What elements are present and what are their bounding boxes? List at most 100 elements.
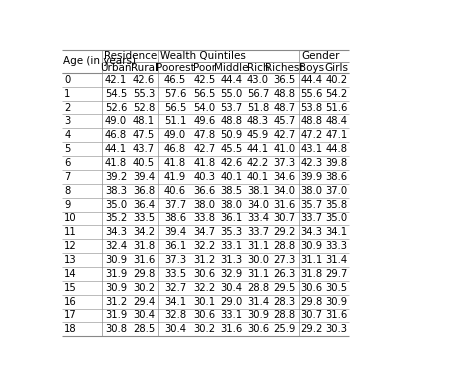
Text: Residence: Residence: [104, 51, 158, 61]
Text: 34.0: 34.0: [273, 186, 295, 196]
Text: 44.4: 44.4: [220, 75, 243, 85]
Text: 36.5: 36.5: [273, 75, 296, 85]
Text: 42.3: 42.3: [300, 158, 322, 168]
Text: 31.2: 31.2: [105, 296, 127, 307]
Text: 33.8: 33.8: [194, 213, 215, 223]
Text: 47.2: 47.2: [300, 130, 322, 140]
Text: 8: 8: [64, 186, 70, 196]
Text: 36.1: 36.1: [164, 241, 186, 251]
Text: 36.1: 36.1: [220, 213, 243, 223]
Text: 29.8: 29.8: [300, 296, 322, 307]
Text: 43.0: 43.0: [247, 75, 269, 85]
Text: 30.0: 30.0: [247, 255, 269, 265]
Text: 25.9: 25.9: [273, 324, 296, 334]
Text: 13: 13: [64, 255, 77, 265]
Text: 44.1: 44.1: [247, 144, 269, 154]
Text: 38.5: 38.5: [220, 186, 243, 196]
Text: 30.2: 30.2: [193, 324, 216, 334]
Text: 38.0: 38.0: [300, 186, 322, 196]
Text: 54.5: 54.5: [105, 89, 127, 99]
Text: 31.1: 31.1: [300, 255, 322, 265]
Text: 33.4: 33.4: [247, 213, 269, 223]
Text: 34.1: 34.1: [325, 227, 347, 237]
Text: Girls: Girls: [324, 62, 348, 72]
Text: 38.1: 38.1: [247, 186, 269, 196]
Text: 51.6: 51.6: [325, 103, 347, 113]
Text: 38.0: 38.0: [220, 200, 243, 210]
Text: 49.0: 49.0: [105, 116, 127, 126]
Text: 41.0: 41.0: [273, 144, 295, 154]
Text: Middle: Middle: [214, 62, 249, 72]
Text: 54.2: 54.2: [325, 89, 347, 99]
Text: 35.7: 35.7: [300, 200, 322, 210]
Text: 33.1: 33.1: [220, 241, 243, 251]
Text: Poor: Poor: [193, 62, 216, 72]
Text: Richest: Richest: [265, 62, 304, 72]
Text: 5: 5: [64, 144, 70, 154]
Text: 31.6: 31.6: [325, 311, 347, 321]
Text: 28.5: 28.5: [133, 324, 155, 334]
Text: 36.4: 36.4: [133, 200, 155, 210]
Text: 34.3: 34.3: [105, 227, 127, 237]
Text: 30.4: 30.4: [220, 283, 243, 293]
Text: 43.7: 43.7: [133, 144, 155, 154]
Text: 56.7: 56.7: [247, 89, 269, 99]
Text: 28.3: 28.3: [273, 296, 295, 307]
Text: 34.2: 34.2: [133, 227, 155, 237]
Text: 6: 6: [64, 158, 70, 168]
Text: 36.6: 36.6: [193, 186, 216, 196]
Text: 30.9: 30.9: [247, 311, 269, 321]
Text: 37.0: 37.0: [325, 186, 347, 196]
Text: 55.3: 55.3: [133, 89, 155, 99]
Text: 47.5: 47.5: [133, 130, 155, 140]
Text: 1: 1: [64, 89, 70, 99]
Text: 31.9: 31.9: [105, 311, 127, 321]
Text: 34.1: 34.1: [164, 296, 186, 307]
Text: 33.7: 33.7: [300, 213, 322, 223]
Text: 32.2: 32.2: [193, 241, 216, 251]
Text: 53.7: 53.7: [220, 103, 243, 113]
Text: 32.9: 32.9: [220, 269, 243, 279]
Text: 35.3: 35.3: [220, 227, 243, 237]
Text: 45.7: 45.7: [273, 116, 296, 126]
Text: 36.8: 36.8: [133, 186, 155, 196]
Text: Poorest: Poorest: [156, 62, 195, 72]
Text: 29.2: 29.2: [273, 227, 296, 237]
Text: 57.6: 57.6: [164, 89, 186, 99]
Text: 40.3: 40.3: [194, 172, 215, 182]
Text: 30.6: 30.6: [300, 283, 322, 293]
Text: 42.6: 42.6: [133, 75, 155, 85]
Text: 32.8: 32.8: [164, 311, 186, 321]
Text: 44.8: 44.8: [325, 144, 347, 154]
Text: 33.5: 33.5: [133, 213, 155, 223]
Text: 48.8: 48.8: [220, 116, 243, 126]
Text: 55.0: 55.0: [220, 89, 243, 99]
Text: 30.9: 30.9: [105, 283, 127, 293]
Text: 46.8: 46.8: [164, 144, 186, 154]
Text: 37.3: 37.3: [273, 158, 295, 168]
Text: 29.4: 29.4: [133, 296, 155, 307]
Text: 34.0: 34.0: [247, 200, 269, 210]
Text: 56.5: 56.5: [164, 103, 186, 113]
Text: 39.2: 39.2: [105, 172, 127, 182]
Text: 31.4: 31.4: [325, 255, 347, 265]
Text: 30.4: 30.4: [133, 311, 155, 321]
Text: 32.2: 32.2: [193, 283, 216, 293]
Text: 34.3: 34.3: [300, 227, 322, 237]
Text: 51.1: 51.1: [164, 116, 186, 126]
Text: 31.9: 31.9: [105, 269, 127, 279]
Text: Age (in years): Age (in years): [63, 56, 136, 66]
Text: 2: 2: [64, 103, 70, 113]
Text: 45.9: 45.9: [247, 130, 269, 140]
Text: 30.9: 30.9: [300, 241, 322, 251]
Text: 52.6: 52.6: [105, 103, 127, 113]
Text: 29.8: 29.8: [133, 269, 155, 279]
Text: 0: 0: [64, 75, 70, 85]
Text: 31.8: 31.8: [300, 269, 322, 279]
Text: 51.8: 51.8: [247, 103, 269, 113]
Text: 44.1: 44.1: [105, 144, 127, 154]
Text: 40.5: 40.5: [133, 158, 155, 168]
Text: 40.6: 40.6: [164, 186, 186, 196]
Text: 14: 14: [64, 269, 77, 279]
Text: 31.6: 31.6: [273, 200, 296, 210]
